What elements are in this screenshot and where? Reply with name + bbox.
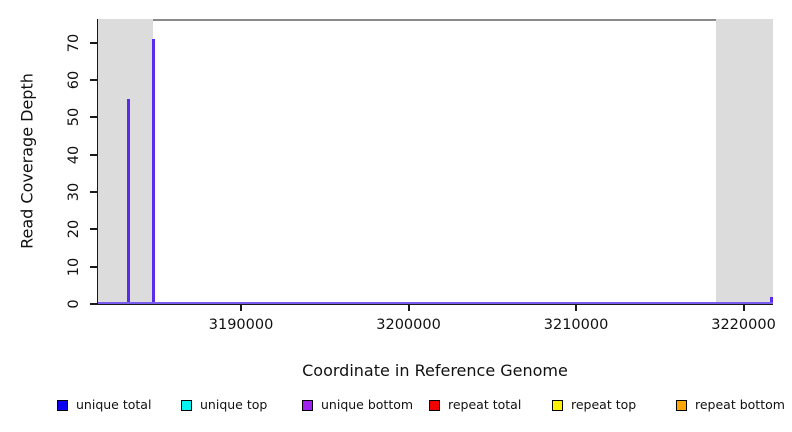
y-tick-label: 0 [66, 299, 82, 309]
y-axis-tick [90, 41, 97, 44]
legend: unique total unique top unique bottom repea… [0, 396, 792, 418]
y-tick-label: 70 [66, 33, 82, 53]
legend-swatch-unique-bottom [302, 400, 313, 411]
x-tick-label: 3200000 [376, 317, 441, 333]
x-axis-tick [575, 305, 578, 311]
legend-swatch-repeat-bottom [676, 400, 687, 411]
coverage-baseline [98, 302, 773, 304]
masked-region-2 [716, 19, 773, 304]
plot-box-top-border [98, 19, 773, 21]
x-axis-title: Coordinate in Reference Genome [302, 361, 568, 380]
y-tick-label: 20 [66, 220, 82, 239]
coverage-spike-3 [769, 296, 773, 304]
y-axis-tick [90, 79, 97, 82]
x-axis-tick [407, 305, 410, 311]
legend-label-unique-total: unique total [76, 397, 152, 412]
y-axis-tick [90, 303, 97, 305]
y-tick-label: 30 [66, 182, 82, 202]
legend-label-repeat-top: repeat top [571, 397, 637, 412]
x-tick-label: 3190000 [208, 317, 274, 333]
legend-swatch-repeat-total [429, 400, 440, 411]
legend-label-repeat-total: repeat total [448, 397, 522, 412]
plot-area [97, 19, 773, 305]
y-axis-tick [90, 153, 97, 156]
x-tick-label: 3220000 [711, 317, 776, 333]
legend-swatch-unique-total [57, 400, 68, 411]
legend-label-unique-top: unique top [200, 397, 268, 412]
x-tick-label: 3210000 [543, 317, 609, 333]
coverage-spike-2 [151, 39, 155, 304]
y-axis-title: Read Coverage Depth [17, 73, 37, 249]
x-axis-tick [742, 305, 745, 311]
y-tick-label: 60 [66, 70, 82, 90]
masked-region-1 [98, 19, 154, 304]
legend-label-unique-bottom: unique bottom [321, 397, 414, 412]
legend-label-repeat-bottom: repeat bottom [695, 397, 785, 412]
y-tick-label: 50 [66, 108, 82, 127]
y-tick-label: 40 [66, 145, 82, 165]
legend-swatch-unique-top [181, 400, 192, 411]
legend-swatch-repeat-top [552, 400, 563, 411]
x-axis-tick [240, 305, 243, 311]
y-axis-tick [90, 228, 97, 231]
y-axis-tick [90, 191, 97, 194]
y-tick-label: 10 [66, 257, 82, 276]
y-axis-tick [90, 265, 97, 268]
y-axis-tick [90, 116, 97, 119]
coverage-spike-1 [126, 98, 130, 304]
